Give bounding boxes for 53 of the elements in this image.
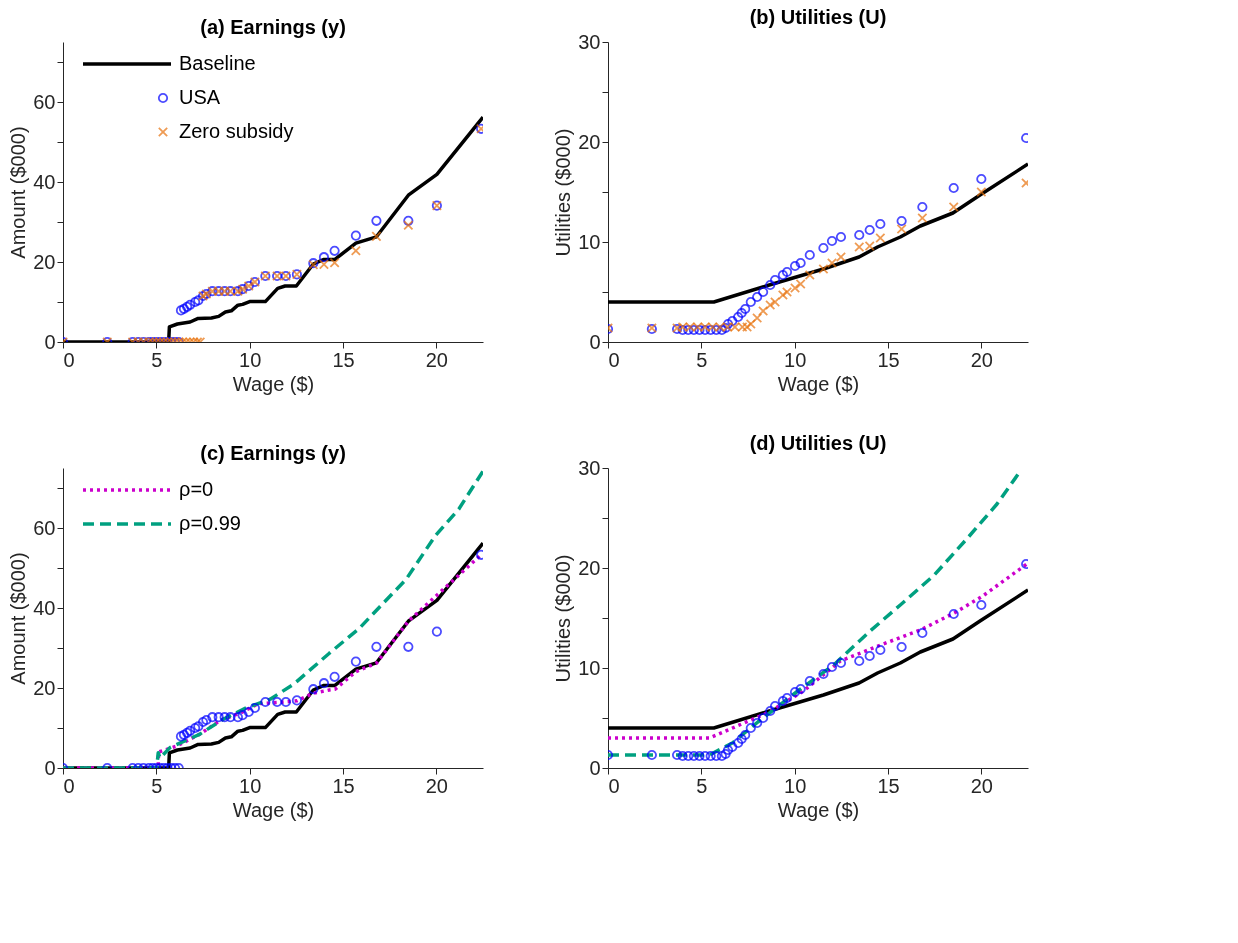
- y-tick-label: 30: [578, 456, 601, 479]
- legend-label: USA: [179, 86, 221, 108]
- y-tick-label: 30: [578, 30, 601, 53]
- y-axis-title: Utilities ($000): [552, 128, 575, 257]
- y-tick-label: 10: [578, 656, 601, 679]
- y-tick-label: 40: [33, 170, 56, 193]
- y-tick-label: 20: [33, 676, 56, 699]
- x-axis-title: Wage ($): [777, 372, 860, 395]
- y-axis-title: Utilities ($000): [552, 554, 575, 683]
- x-tick-label: 0: [608, 774, 620, 797]
- y-tick-label: 0: [589, 756, 601, 779]
- x-axis-title: Wage ($): [777, 798, 860, 821]
- x-tick-label: 15: [332, 774, 355, 797]
- x-tick-label: 5: [696, 348, 708, 371]
- chart-title: (d) Utilities (U): [749, 432, 887, 454]
- x-tick-label: 15: [332, 348, 355, 371]
- chart-title: (b) Utilities (U): [749, 6, 887, 28]
- x-tick-label: 15: [877, 774, 900, 797]
- x-axis-title: Wage ($): [232, 372, 315, 395]
- x-tick-label: 0: [63, 774, 75, 797]
- y-tick-label: 40: [33, 596, 56, 619]
- y-tick-label: 20: [33, 250, 56, 273]
- legend-label: ρ=0: [179, 478, 214, 500]
- x-tick-label: 10: [784, 348, 807, 371]
- x-tick-label: 20: [970, 774, 993, 797]
- x-tick-label: 10: [239, 774, 262, 797]
- x-axis-title: Wage ($): [232, 798, 315, 821]
- y-tick-label: 10: [578, 230, 601, 253]
- y-axis-title: Amount ($000): [7, 126, 30, 259]
- x-tick-label: 5: [151, 348, 163, 371]
- legend-label: ρ=0.99: [179, 512, 241, 534]
- chart-title: (a) Earnings (y): [200, 16, 346, 38]
- y-tick-label: 60: [33, 90, 56, 113]
- y-tick-label: 60: [33, 516, 56, 539]
- x-tick-label: 0: [63, 348, 75, 371]
- y-tick-label: 20: [578, 556, 601, 579]
- x-tick-label: 0: [608, 348, 620, 371]
- y-tick-label: 0: [44, 330, 56, 353]
- x-tick-label: 10: [239, 348, 262, 371]
- y-tick-label: 0: [44, 756, 56, 779]
- chart-title: (c) Earnings (y): [200, 442, 346, 464]
- y-tick-label: 0: [589, 330, 601, 353]
- x-tick-label: 10: [784, 774, 807, 797]
- x-tick-label: 5: [151, 774, 163, 797]
- x-tick-label: 20: [970, 348, 993, 371]
- x-tick-label: 5: [696, 774, 708, 797]
- x-tick-label: 20: [425, 348, 448, 371]
- x-tick-label: 20: [425, 774, 448, 797]
- x-tick-label: 15: [877, 348, 900, 371]
- legend-label: Baseline: [179, 52, 256, 74]
- y-axis-title: Amount ($000): [7, 552, 30, 685]
- legend-label: Zero subsidy: [179, 120, 294, 142]
- y-tick-label: 20: [578, 130, 601, 153]
